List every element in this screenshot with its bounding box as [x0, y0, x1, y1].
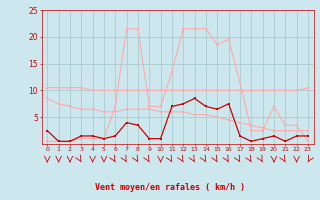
- Text: Vent moyen/en rafales ( km/h ): Vent moyen/en rafales ( km/h ): [95, 183, 244, 192]
